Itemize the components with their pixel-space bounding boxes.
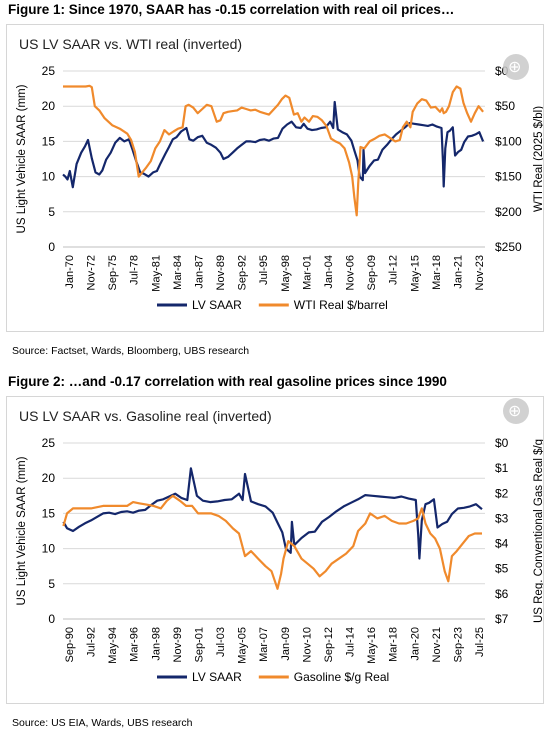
left-tick-label: 20 xyxy=(42,471,56,485)
right-tick-label: $200 xyxy=(495,205,522,219)
series-line-price xyxy=(63,84,484,217)
legend-label: Gasoline $/g Real xyxy=(294,670,389,684)
x-tick-label: Nov-72 xyxy=(86,255,98,290)
left-tick-label: 10 xyxy=(42,170,56,184)
left-axis-title: US Light Vehicle SAAR (mm) xyxy=(16,84,28,233)
x-tick-label: May-15 xyxy=(409,255,421,292)
right-tick-label: $6 xyxy=(495,587,509,601)
x-tick-label: Mar-18 xyxy=(388,627,400,662)
x-tick-label: Jan-20 xyxy=(409,627,421,661)
right-tick-label: $3 xyxy=(495,511,509,525)
right-tick-label: $4 xyxy=(495,537,509,551)
series-line-price xyxy=(62,494,482,590)
x-tick-label: Mar-84 xyxy=(172,255,184,290)
zoom-in-icon[interactable]: ⊕ xyxy=(503,398,529,424)
x-tick-label: Sep-09 xyxy=(366,255,378,290)
chart-1-panel: US LV SAAR vs. WTI real (inverted) 0 5 10 1… xyxy=(6,24,544,332)
x-tick-label: May-81 xyxy=(150,255,162,292)
x-tick-label: Jul-14 xyxy=(345,627,357,657)
right-tick-label: $50 xyxy=(495,99,515,113)
x-tick-label: Jul-95 xyxy=(258,255,270,285)
x-tick-label: Jan-98 xyxy=(150,627,162,661)
left-tick-label: 5 xyxy=(48,577,55,591)
left-tick-label: 15 xyxy=(42,134,56,148)
series-line-saar xyxy=(62,467,483,560)
x-tick-label: Jul-25 xyxy=(474,627,486,657)
figure-1-caption: Figure 1: Since 1970, SAAR has -0.15 cor… xyxy=(8,2,455,17)
x-tick-label: May-98 xyxy=(280,255,292,292)
right-tick-label: $250 xyxy=(495,240,522,254)
x-tick-label: Mar-07 xyxy=(258,627,270,662)
chart-2-heading: US LV SAAR vs. Gasoline real (inverted) xyxy=(19,408,272,424)
x-tick-label: Jul-78 xyxy=(129,255,141,285)
x-tick-label: Jul-92 xyxy=(86,627,98,657)
x-tick-label: Nov-06 xyxy=(345,255,357,290)
right-tick-label: $150 xyxy=(495,170,522,184)
x-tick-label: Sep-12 xyxy=(323,627,335,662)
right-tick-label: $7 xyxy=(495,612,509,626)
x-tick-label: Nov-89 xyxy=(215,255,227,290)
x-tick-label: May-16 xyxy=(366,627,378,664)
x-tick-label: Jan-04 xyxy=(323,255,335,289)
x-tick-label: Mar-01 xyxy=(301,255,313,290)
left-tick-label: 20 xyxy=(42,99,56,113)
right-tick-label: $5 xyxy=(495,562,509,576)
x-tick-label: Nov-99 xyxy=(172,627,184,662)
left-tick-label: 15 xyxy=(42,506,56,520)
right-tick-label: $0 xyxy=(495,436,509,450)
left-tick-label: 0 xyxy=(48,240,55,254)
right-tick-label: $2 xyxy=(495,486,509,500)
x-tick-label: Nov-23 xyxy=(474,255,486,290)
x-tick-label: Jan-21 xyxy=(452,255,464,289)
x-tick-label: Jul-12 xyxy=(388,255,400,285)
left-tick-label: 0 xyxy=(48,612,55,626)
legend-label: LV SAAR xyxy=(192,298,242,312)
zoom-in-icon[interactable]: ⊕ xyxy=(503,54,529,80)
figure-2-source: Source: US EIA, Wards, UBS research xyxy=(12,717,193,729)
chart-2-panel: US LV SAAR vs. Gasoline real (inverted) … xyxy=(6,396,544,704)
x-tick-label: Sep-92 xyxy=(237,255,249,290)
legend-label: WTI Real $/barrel xyxy=(294,298,388,312)
x-tick-label: May-94 xyxy=(107,627,119,664)
right-tick-label: $1 xyxy=(495,461,509,475)
chart-2-svg: 0 5 10 15 20 25 $0 $1 $2 $3 $4 $5 $6 $7 Sep-90 Jul-92 Ma… xyxy=(16,436,543,684)
x-tick-label: Mar-18 xyxy=(431,255,443,290)
left-tick-label: 5 xyxy=(48,205,55,219)
left-tick-label: 25 xyxy=(42,436,56,450)
right-axis-title: US Reg. Conventional Gas Real $/g xyxy=(533,439,543,623)
x-tick-label: Mar-96 xyxy=(129,627,141,662)
left-axis-title: US Light Vehicle SAAR (mm) xyxy=(16,456,28,605)
left-tick-label: 25 xyxy=(42,64,56,78)
x-tick-label: Sep-01 xyxy=(193,627,205,662)
right-axis-title: WTI Real (2025 $/bl) xyxy=(533,106,543,212)
x-tick-label: May-05 xyxy=(237,627,249,664)
left-tick-label: 10 xyxy=(42,542,56,556)
x-tick-label: Jan-09 xyxy=(280,627,292,661)
right-tick-label: $100 xyxy=(495,134,522,148)
figure-1-source: Source: Factset, Wards, Bloomberg, UBS r… xyxy=(12,345,250,357)
legend-label: LV SAAR xyxy=(192,670,242,684)
x-tick-label: Jul-03 xyxy=(215,627,227,657)
x-tick-label: Sep-75 xyxy=(107,255,119,290)
series-line-saar xyxy=(62,100,485,189)
x-tick-label: Nov-21 xyxy=(431,627,443,662)
x-tick-label: Nov-10 xyxy=(301,627,313,662)
x-tick-label: Jan-87 xyxy=(193,255,205,289)
x-tick-label: Sep-23 xyxy=(452,627,464,662)
chart-1-heading: US LV SAAR vs. WTI real (inverted) xyxy=(19,36,243,52)
x-tick-label: Sep-90 xyxy=(64,627,76,662)
x-tick-label: Jan-70 xyxy=(64,255,76,289)
figure-2-caption: Figure 2: …and -0.17 correlation with re… xyxy=(8,374,447,389)
